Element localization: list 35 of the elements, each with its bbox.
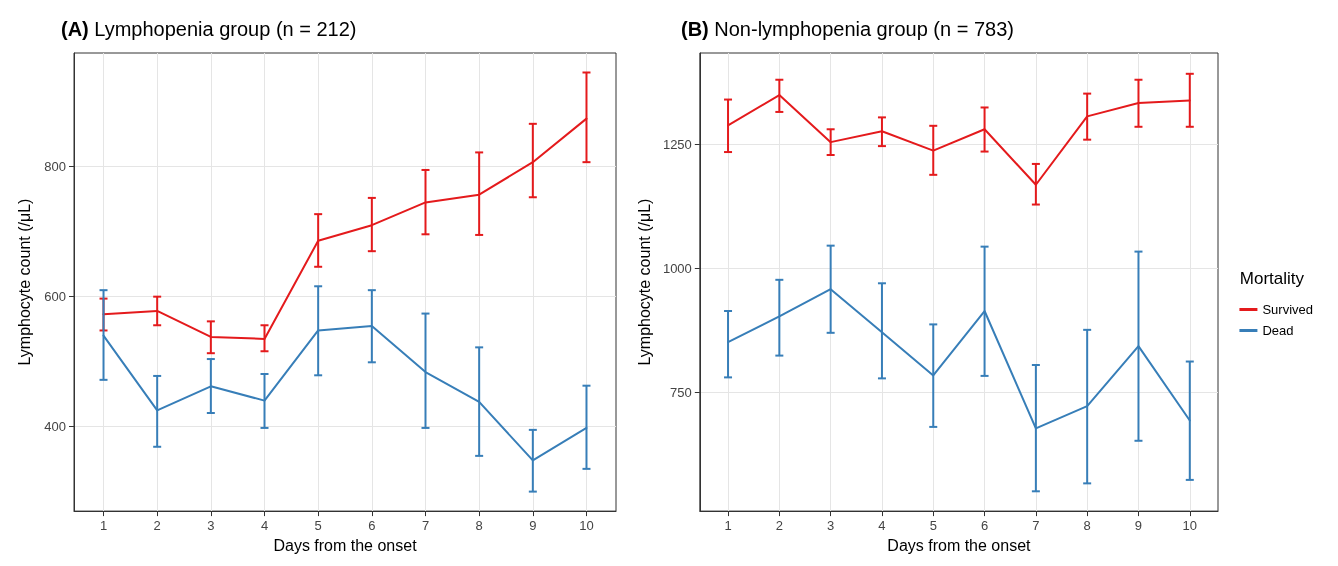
legend-label: Survived: [1262, 302, 1313, 317]
y-tick-label: 400: [44, 419, 66, 435]
x-tick-label: 4: [878, 518, 886, 534]
x-tick-label: 3: [827, 518, 835, 534]
x-tick-label: 2: [153, 518, 161, 534]
x-axis-title: Days from the onset: [273, 536, 418, 554]
legend-label: Dead: [1262, 323, 1294, 338]
x-tick-label: 2: [775, 518, 783, 534]
x-tick-label: 8: [1083, 518, 1091, 534]
x-tick-label: 8: [475, 518, 483, 534]
x-tick-label: 7: [421, 518, 430, 534]
y-tick-label: 600: [44, 289, 66, 305]
x-tick-label: 3: [207, 518, 215, 534]
x-tick-label: 9: [529, 518, 537, 534]
legend-title: Mortality: [1239, 269, 1305, 288]
x-tick-label: 1: [724, 518, 732, 534]
x-tick-label: 1: [99, 518, 108, 534]
chart-title: (A) Lymphopenia group (n = 212): [61, 18, 357, 40]
y-tick-label: 1000: [662, 260, 692, 276]
chart-title: (B) Non-lymphopenia group (n = 783): [681, 18, 1014, 40]
y-axis-title: Lymphocyte count (/μL): [15, 198, 33, 366]
x-tick-label: 4: [260, 518, 269, 534]
x-tick-label: 10: [1182, 518, 1198, 534]
y-tick-label: 1250: [662, 137, 692, 153]
y-tick-label: 800: [44, 159, 66, 175]
x-tick-label: 6: [980, 518, 989, 534]
x-tick-label: 7: [1032, 518, 1040, 534]
x-tick-label: 5: [929, 518, 937, 534]
x-tick-label: 6: [368, 518, 376, 534]
x-tick-label: 9: [1134, 518, 1143, 534]
y-tick-label: 750: [670, 384, 692, 400]
x-axis-title: Days from the onset: [887, 536, 1032, 554]
y-axis-title: Lymphocyte count (/μL): [635, 198, 653, 366]
x-tick-label: 5: [314, 518, 322, 534]
x-tick-label: 10: [579, 518, 594, 534]
